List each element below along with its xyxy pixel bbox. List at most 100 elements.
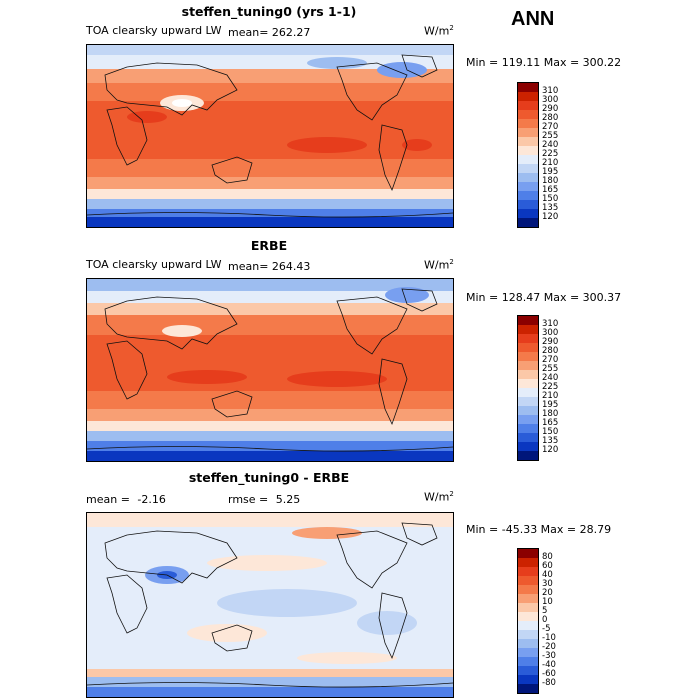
colorbar-swatch [518, 424, 538, 433]
colorbar-swatch [518, 182, 538, 191]
colorbar-swatch [518, 83, 538, 92]
colorbar-swatch [518, 343, 538, 352]
season-label: ANN [511, 8, 555, 30]
colorbar-swatch [518, 549, 538, 558]
colorbar-swatch [518, 316, 538, 325]
colorbar-label: 310 [542, 319, 559, 329]
panel3-mean: mean = -2.16 [86, 493, 166, 506]
panel2-units-exp: 2 [449, 258, 454, 266]
colorbar-swatch [518, 128, 538, 137]
panel1-map [86, 44, 454, 228]
colorbar-label: -40 [542, 660, 556, 670]
colorbar-label: 135 [542, 436, 559, 446]
panel3-mean-value: -2.16 [137, 493, 166, 506]
colorbar-label: 290 [542, 337, 559, 347]
panel1-units: W/m2 [424, 24, 454, 38]
colorbar-label: 270 [542, 355, 559, 365]
colorbar-label: 195 [542, 400, 559, 410]
colorbar-swatch [518, 92, 538, 101]
colorbar-swatch [518, 146, 538, 155]
colorbar-swatch [518, 585, 538, 594]
colorbar-swatch [518, 200, 538, 209]
colorbar-swatch [518, 388, 538, 397]
panel1-colorbar: 310 300 290 280 270 255 240 225 210 195 180 165 150 1… [517, 82, 558, 228]
colorbar-label: -80 [542, 678, 556, 688]
colorbar-swatch [518, 603, 538, 612]
panel3-rmse-value: 5.25 [275, 493, 301, 506]
panel3-rmse: rmse = 5.25 [228, 493, 300, 506]
panel2-variable: TOA clearsky upward LW [86, 258, 222, 271]
panel3-units-base: W/m [424, 490, 450, 504]
colorbar-label: 150 [542, 194, 559, 204]
colorbar-label: 120 [542, 212, 559, 222]
colorbar-swatch [518, 361, 538, 370]
colorbar-label: 165 [542, 185, 559, 195]
colorbar-swatch [518, 666, 538, 675]
colorbar-swatch [518, 567, 538, 576]
colorbar-swatch [518, 594, 538, 603]
colorbar-label: 270 [542, 122, 559, 132]
colorbar-label: 5 [542, 606, 548, 616]
colorbar-label: 310 [542, 86, 559, 96]
colorbar-swatch [518, 119, 538, 128]
colorbar-swatch [518, 675, 538, 684]
colorbar-swatch [518, 415, 538, 424]
panel1-mean: mean= 262.27 [228, 26, 310, 39]
panel2-map-graphic [87, 279, 453, 461]
colorbar-label: 300 [542, 95, 559, 105]
colorbar-label: 80 [542, 552, 553, 562]
colorbar-label: 40 [542, 570, 553, 580]
panel2-colorbar: 310 300 290 280 270 255 240 225 210 195 180 165 150 1… [517, 315, 558, 461]
colorbar-swatch [518, 218, 538, 227]
colorbar-swatch [518, 451, 538, 460]
colorbar-label: 195 [542, 167, 559, 177]
colorbar-label: 225 [542, 149, 559, 159]
colorbar-swatch [518, 164, 538, 173]
panel3-rmse-label: rmse = [228, 493, 269, 506]
panel3-map [86, 512, 454, 698]
colorbar-label: 300 [542, 328, 559, 338]
colorbar-swatch [518, 334, 538, 343]
colorbar-label: 10 [542, 597, 553, 607]
panel2-minmax: Min = 128.47 Max = 300.37 [466, 291, 622, 304]
panel2-units: W/m2 [424, 258, 454, 272]
panel2-mean-label: mean= [228, 260, 269, 273]
colorbar-swatch [518, 352, 538, 361]
colorbar-swatch [518, 191, 538, 200]
colorbar-label: 120 [542, 445, 559, 455]
panel1-units-exp: 2 [449, 24, 454, 32]
colorbar-swatch [518, 173, 538, 182]
panel3-units: W/m2 [424, 490, 454, 504]
panel2-mean-value: 264.43 [271, 260, 311, 273]
colorbar-label: -10 [542, 633, 556, 643]
colorbar-label: 210 [542, 158, 559, 168]
colorbar-label: 20 [542, 588, 553, 598]
colorbar-swatch [518, 684, 538, 693]
colorbar-label: 60 [542, 561, 553, 571]
colorbar-label: 165 [542, 418, 559, 428]
colorbar-label: -60 [542, 669, 556, 679]
colorbar-label: 135 [542, 203, 559, 213]
colorbar-swatch [518, 648, 538, 657]
colorbar-label: -20 [542, 642, 556, 652]
panel3-mean-label: mean = [86, 493, 130, 506]
colorbar-swatch [518, 558, 538, 567]
panel1-map-graphic [87, 45, 453, 227]
colorbar-swatch [518, 325, 538, 334]
panel2-map [86, 278, 454, 462]
colorbar-swatch [518, 576, 538, 585]
colorbar-swatch [518, 379, 538, 388]
panel3-colorbar: 80 60 40 30 20 10 5 0 -5 -10 -20 -30 -40 -60 -80 [517, 548, 556, 694]
panel1-mean-label: mean= [228, 26, 269, 39]
colorbar-label: -5 [542, 624, 551, 634]
panel2-mean: mean= 264.43 [228, 260, 310, 273]
colorbar-label: 30 [542, 579, 553, 589]
colorbar-swatch [518, 630, 538, 639]
panel3-title: steffen_tuning0 - ERBE [188, 470, 350, 485]
colorbar-swatch [518, 442, 538, 451]
colorbar-swatch [518, 155, 538, 164]
panel3-map-graphic [87, 513, 453, 697]
panel2-title: ERBE [250, 238, 288, 253]
colorbar-label: 280 [542, 346, 559, 356]
colorbar-swatch [518, 657, 538, 666]
